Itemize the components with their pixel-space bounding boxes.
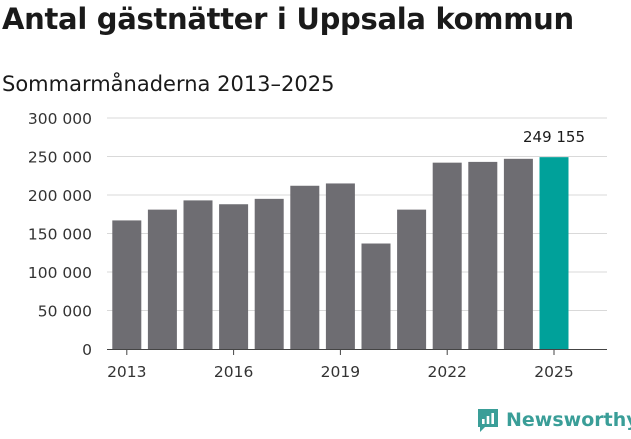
y-tick-label: 250 000 xyxy=(28,149,92,167)
y-tick-label: 100 000 xyxy=(28,264,92,282)
bar-chart: 0 50 000 100 000 150 000 200 000 250 000 300 0… xyxy=(28,110,607,381)
bar xyxy=(112,220,142,349)
x-tick-label: 2013 xyxy=(107,363,146,381)
y-tick-label: 0 xyxy=(82,341,92,359)
x-tick-label: 2022 xyxy=(427,363,466,381)
bar xyxy=(539,157,569,349)
y-tick-label: 300 000 xyxy=(28,110,92,128)
bar xyxy=(468,161,498,349)
newsworthy-icon xyxy=(478,409,498,432)
bar xyxy=(432,162,462,349)
bar xyxy=(325,183,355,349)
y-tick-label: 150 000 xyxy=(28,226,92,244)
chart-subtitle: Sommarmånaderna 2013–2025 xyxy=(2,72,335,96)
bar xyxy=(290,185,320,349)
chart-title: Antal gästnätter i Uppsala kommun xyxy=(2,2,574,36)
bar xyxy=(254,198,284,349)
bar xyxy=(361,243,391,349)
x-tick-label: 2019 xyxy=(321,363,360,381)
newsworthy-logo: Newsworthy xyxy=(476,407,631,433)
y-tick-label: 50 000 xyxy=(38,303,92,321)
bar xyxy=(503,158,533,349)
bar xyxy=(147,209,177,349)
data-label: 249 155 xyxy=(523,128,585,146)
bar xyxy=(183,200,213,349)
x-tick-label: 2025 xyxy=(534,363,573,381)
x-tick-label: 2016 xyxy=(214,363,253,381)
brand-name: Newsworthy xyxy=(506,409,631,431)
bar xyxy=(219,204,249,349)
y-tick-label: 200 000 xyxy=(28,187,92,205)
bar xyxy=(397,209,427,349)
